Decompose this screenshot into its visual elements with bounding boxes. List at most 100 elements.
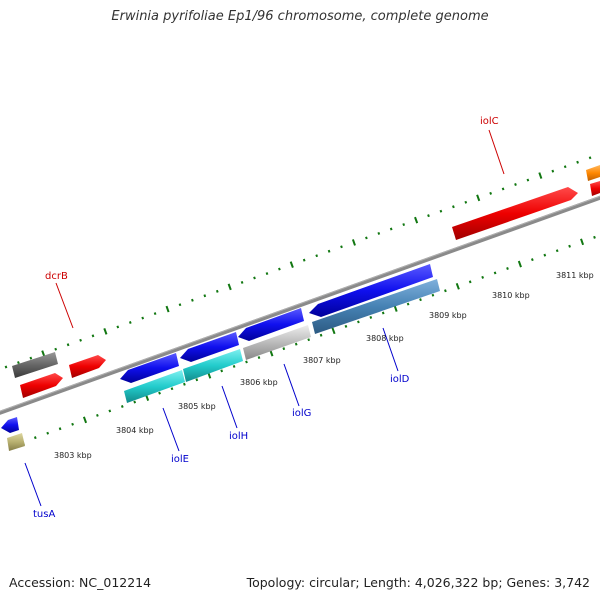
genome-backbone <box>0 195 600 415</box>
outer-row-major-tick <box>227 283 232 291</box>
gene-iolE-feature[interactable] <box>120 353 179 383</box>
feature-orange[interactable] <box>586 165 600 181</box>
outer-row-minor-tick <box>489 191 493 195</box>
outer-row-minor-tick <box>315 254 319 258</box>
gene-label-iolG[interactable]: iolG <box>292 408 311 419</box>
inner-row-minor-tick <box>307 338 311 342</box>
inner-row-minor-tick <box>593 235 596 239</box>
outer-row-minor-tick <box>402 223 406 227</box>
callout-iolH <box>221 385 238 429</box>
tick-label-3811: 3811 kbp <box>556 271 594 280</box>
outer-row-minor-tick <box>265 272 269 276</box>
outer-row-minor-tick <box>17 361 20 365</box>
inner-row-minor-tick <box>195 378 199 382</box>
callout-lines <box>24 129 505 507</box>
inner-row-minor-tick <box>33 436 37 440</box>
inner-row-minor-tick <box>71 422 74 426</box>
accession-label: Accession: <box>9 575 76 590</box>
gene-tusA-feature[interactable] <box>7 433 25 451</box>
inner-row-minor-tick <box>419 298 422 302</box>
outer-row-minor-tick <box>178 303 182 307</box>
gene-iolC-feature[interactable] <box>452 187 578 240</box>
outer-row-minor-tick <box>377 231 381 235</box>
gene-label-dcrB[interactable]: dcrB <box>45 271 68 282</box>
inner-row-major-tick <box>82 416 88 424</box>
length-label: Length: <box>363 575 411 590</box>
inner-row-minor-tick <box>568 244 571 248</box>
genes-value: 3,742 <box>554 575 590 590</box>
gene-label-iolD[interactable]: iolD <box>390 374 410 385</box>
feature-cyan-1[interactable] <box>124 370 185 403</box>
inner-row-major-tick <box>393 305 398 312</box>
callout-iolC <box>488 129 505 175</box>
inner-row-minor-tick <box>493 271 497 275</box>
feature-cyan-2[interactable] <box>183 349 243 382</box>
tick-label-3803: 3803 kbp <box>54 451 92 460</box>
outer-row-minor-tick <box>91 334 95 338</box>
outer-row-minor-tick <box>191 298 194 302</box>
feature-dark-gray[interactable] <box>12 352 58 378</box>
feature-light-gray[interactable] <box>243 325 311 360</box>
feature-steelblue[interactable] <box>312 279 440 334</box>
inner-row-minor-tick <box>96 413 99 417</box>
outer-row-minor-tick <box>551 169 555 173</box>
inner-row-minor-tick <box>431 293 435 297</box>
outer-row-minor-tick <box>526 178 530 182</box>
outer-row-minor-tick <box>588 156 592 160</box>
outer-row-major-tick <box>165 305 170 313</box>
outer-row-minor-tick <box>427 214 430 218</box>
outer-row-minor-tick <box>29 356 33 360</box>
inner-row-minor-tick <box>120 405 124 408</box>
tick-label-3804: 3804 kbp <box>116 426 154 435</box>
gene-label-iolH[interactable]: iolH <box>229 431 248 442</box>
feature-red-small[interactable] <box>69 355 106 378</box>
inner-row-minor-tick <box>357 320 360 324</box>
inner-row-major-tick <box>580 238 585 246</box>
outer-row-major-tick <box>476 194 481 202</box>
inner-row-minor-tick <box>444 289 447 293</box>
inner-row-major-tick <box>517 260 522 268</box>
outer-row-major-tick <box>414 216 419 224</box>
forward-feature-track <box>12 165 600 398</box>
outer-row-major-tick <box>103 328 108 335</box>
gene-iolG-feature[interactable] <box>238 308 304 341</box>
inner-row-minor-tick <box>232 364 236 368</box>
genome-backbone-highlight <box>0 195 600 412</box>
outer-row-minor-tick <box>514 183 517 186</box>
outer-row-minor-tick <box>141 316 145 320</box>
outer-row-minor-tick <box>439 209 443 213</box>
inner-row-minor-tick <box>108 409 112 413</box>
gene-iolD-feature[interactable] <box>309 264 433 317</box>
coordinate-labels: 3803 kbp 3804 kbp 3805 kbp 3806 kbp 3807… <box>54 271 594 460</box>
feature-red-right-edge[interactable] <box>590 181 600 196</box>
gene-labels: iolC dcrB iolE iolH iolG iolD tusA <box>33 116 499 520</box>
inner-row-minor-tick <box>58 427 62 431</box>
tick-label-3809: 3809 kbp <box>429 311 467 320</box>
outer-tick-row <box>4 156 592 369</box>
callout-iolD <box>382 327 399 372</box>
feature-blue-left-edge[interactable] <box>1 417 19 433</box>
gene-iolH-feature[interactable] <box>180 332 239 362</box>
outer-row-major-tick <box>289 261 294 268</box>
tick-label-3806: 3806 kbp <box>240 378 278 387</box>
gene-dcrB-feature[interactable] <box>20 373 63 398</box>
inner-row-minor-tick <box>220 369 224 373</box>
gene-label-iolC[interactable]: iolC <box>480 116 499 127</box>
inner-row-minor-tick <box>381 311 385 315</box>
inner-row-minor-tick <box>170 387 174 391</box>
gene-label-tusA[interactable]: tusA <box>33 509 55 520</box>
genes-label: Genes: <box>506 575 551 590</box>
callout-iolG <box>283 363 300 407</box>
inner-row-major-tick <box>455 282 460 290</box>
inner-row-minor-tick <box>282 347 286 351</box>
genome-info-line: Topology: circular; Length: 4,026,322 bp… <box>246 575 590 590</box>
outer-row-minor-tick <box>452 205 455 209</box>
outer-row-minor-tick <box>240 280 244 284</box>
outer-row-minor-tick <box>576 160 579 164</box>
inner-row-minor-tick <box>530 258 534 262</box>
gene-label-iolE[interactable]: iolE <box>171 454 189 465</box>
outer-row-minor-tick <box>302 258 306 262</box>
inner-row-minor-tick <box>481 275 485 279</box>
outer-row-minor-tick <box>253 276 256 280</box>
